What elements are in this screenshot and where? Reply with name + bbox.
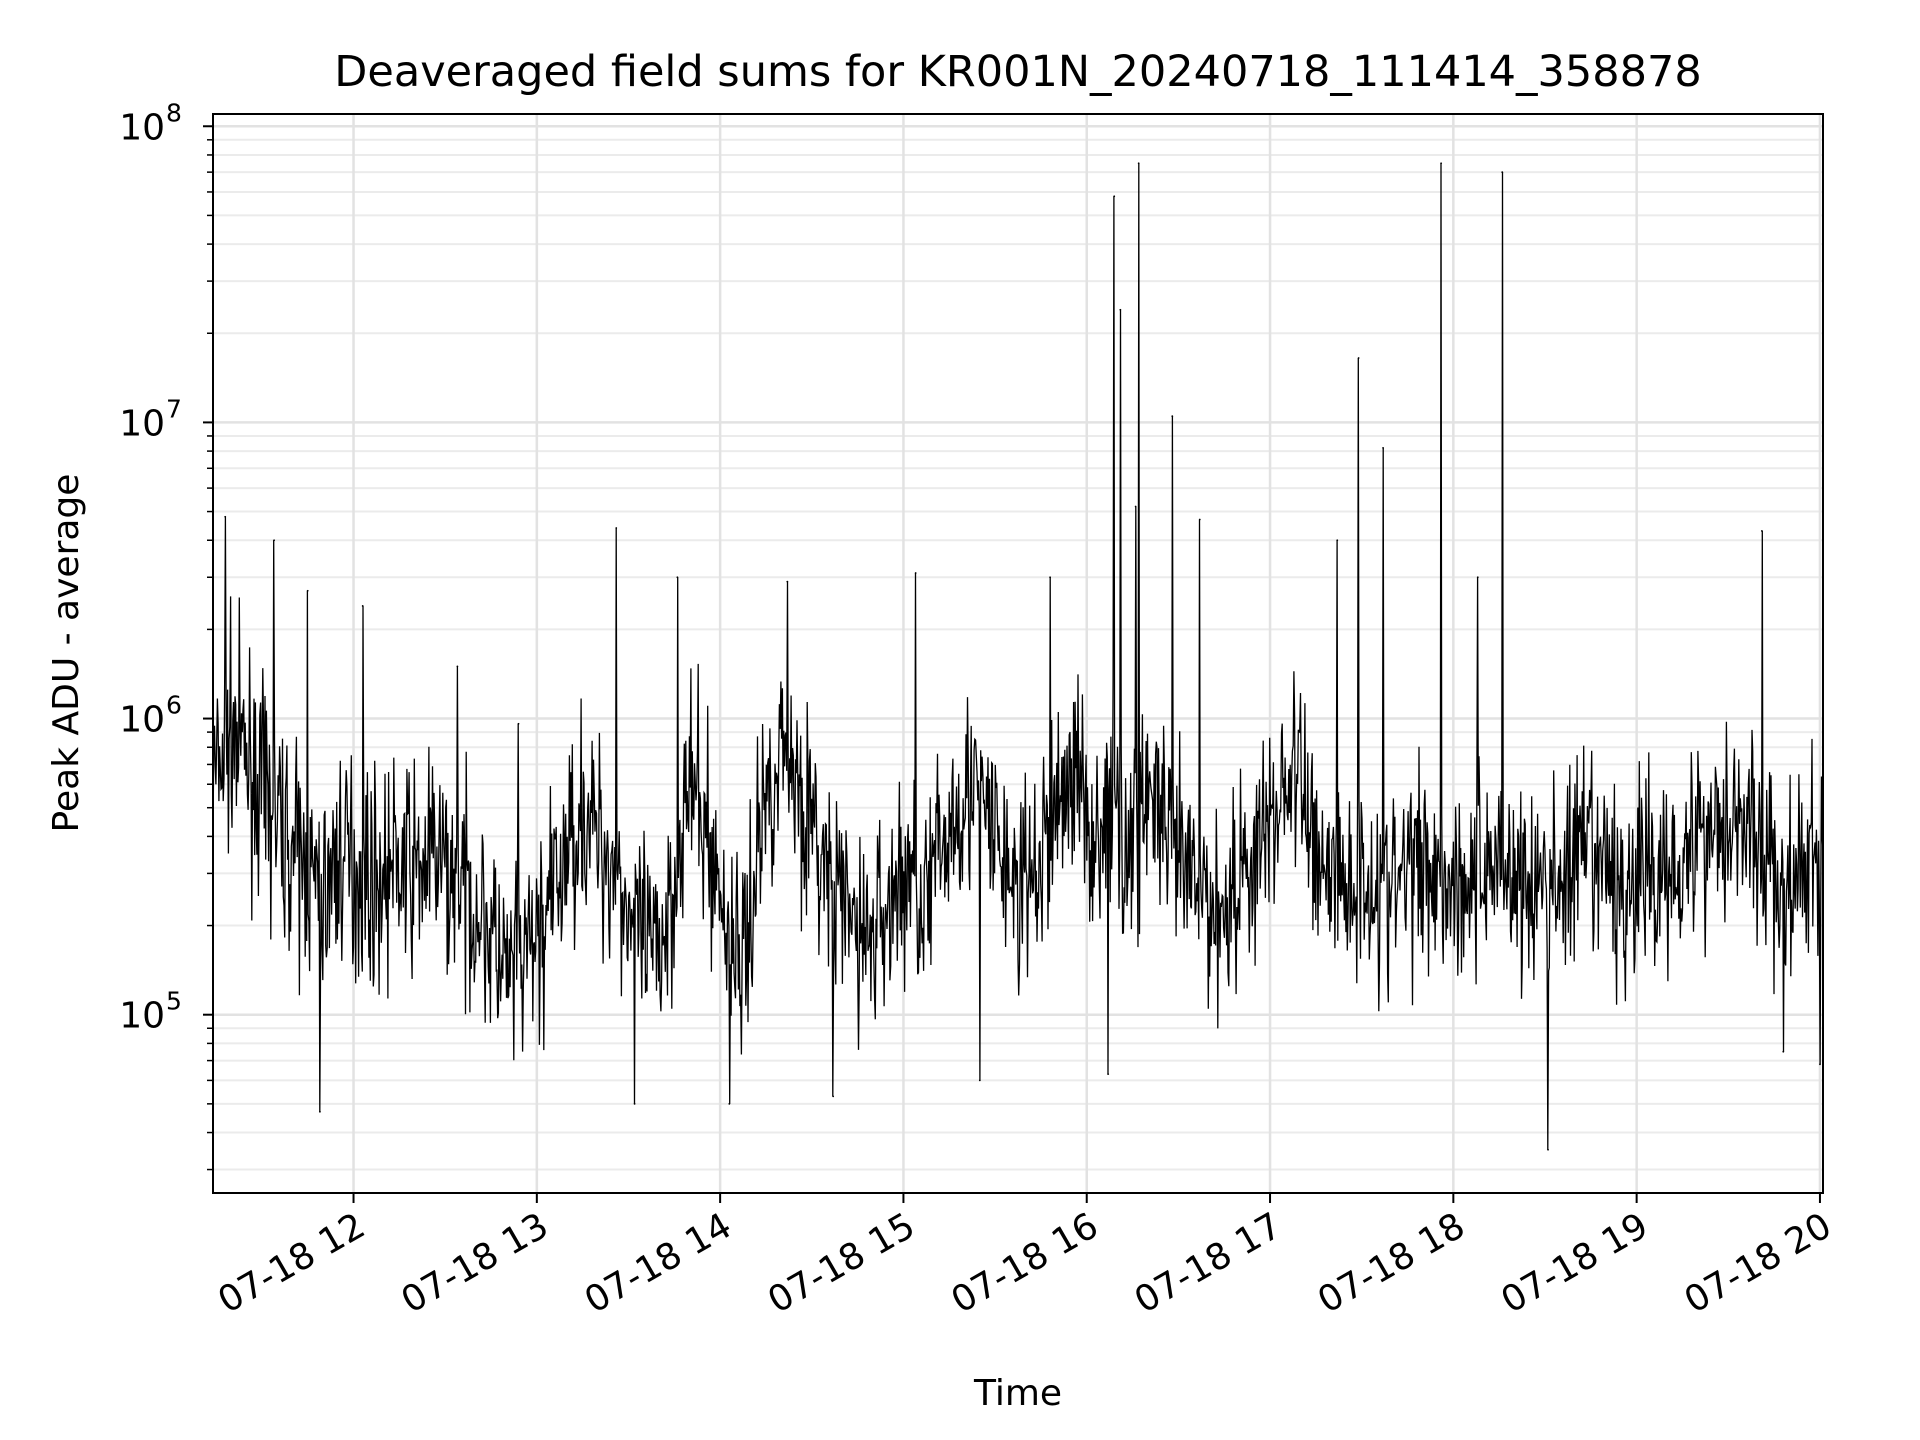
x-tick-label: 07-18 13 [395,1205,556,1321]
spike-point [1501,171,1504,174]
y-tick-label: 10 [119,107,165,148]
x-tick-label: 07-18 18 [1311,1205,1472,1321]
chart-title: Deaveraged field sums for KR001N_2024071… [334,47,1701,97]
spike-point [1049,576,1051,579]
spike-point [456,665,459,668]
x-tick-label: 07-18 12 [211,1205,372,1321]
spike-point [832,1095,835,1098]
y-tick-label: 10 [119,996,165,1037]
spike-point [1336,539,1339,542]
y-tick-label: 10 [119,403,165,444]
plot-area-frame [212,113,1824,1194]
y-tick-label-exponent: 8 [166,98,182,127]
spike-point [728,1102,731,1105]
y-tick-label-exponent: 7 [166,394,182,423]
spike-point [633,1102,636,1105]
spike-point [1119,308,1122,311]
spike-point [517,722,520,725]
spike-point [1107,1073,1110,1076]
spike-point [361,605,364,607]
y-tick-label-exponent: 6 [166,691,182,720]
x-tick-label: 07-18 19 [1494,1205,1655,1321]
x-tick-label: 07-18 15 [761,1205,922,1321]
y-tick-label: 10 [119,700,165,741]
spike-point [1134,505,1137,508]
data-layer [212,162,1824,1151]
grid-layer [213,114,1823,1193]
spike-point [1819,1063,1821,1066]
x-axis-label: Time [973,1373,1062,1414]
spike-point [1113,195,1116,198]
spike-point [1357,357,1360,359]
spike-point [1547,1148,1549,1151]
series-line [212,163,1824,1150]
spike-point [1198,518,1201,521]
spike-point [615,527,618,529]
spike-point [786,580,789,583]
spike-point [1476,576,1479,579]
spike-point [1782,1050,1785,1053]
spike-point [1382,447,1384,449]
spike-point [914,572,917,574]
x-tick-label: 07-18 20 [1678,1205,1839,1321]
x-tick-label: 07-18 16 [945,1205,1106,1321]
spike-point [1171,415,1174,418]
spike-point [306,589,309,592]
spike-point [319,1110,321,1113]
x-tick-label: 07-18 17 [1128,1205,1289,1321]
spike-point [676,576,679,579]
spike-point [273,539,276,542]
spike-point [978,1079,981,1082]
spike-point [1440,162,1443,165]
spike-point [1760,530,1763,532]
spike-point [224,515,227,518]
y-tick-label-exponent: 5 [166,987,182,1016]
spike-point [1137,162,1140,165]
x-tick-label: 07-18 14 [578,1205,739,1321]
y-axis-label: Peak ADU - average [46,474,87,833]
